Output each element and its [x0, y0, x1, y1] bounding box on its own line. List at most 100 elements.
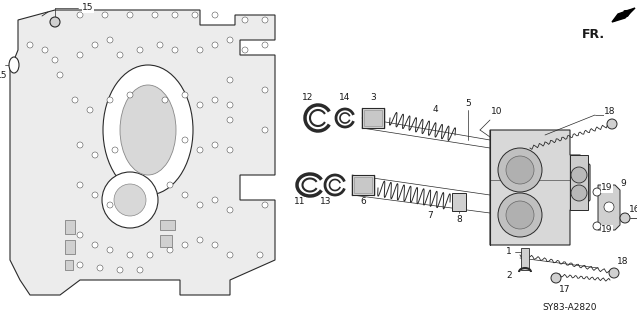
Circle shape [147, 252, 153, 258]
Circle shape [242, 17, 248, 23]
Ellipse shape [103, 65, 193, 195]
Circle shape [137, 47, 143, 53]
Text: 2: 2 [506, 270, 512, 279]
Circle shape [72, 97, 78, 103]
Circle shape [262, 127, 268, 133]
Circle shape [167, 247, 173, 253]
Circle shape [571, 185, 587, 201]
Circle shape [607, 119, 617, 129]
Circle shape [50, 17, 60, 27]
Circle shape [262, 202, 268, 208]
Circle shape [197, 237, 203, 243]
Circle shape [257, 252, 263, 258]
Circle shape [97, 265, 103, 271]
Circle shape [227, 207, 233, 213]
Circle shape [57, 72, 63, 78]
Circle shape [102, 172, 158, 228]
Circle shape [87, 107, 93, 113]
Ellipse shape [9, 57, 19, 73]
Circle shape [77, 52, 83, 58]
Circle shape [77, 182, 83, 188]
Circle shape [107, 37, 113, 43]
Circle shape [262, 87, 268, 93]
Bar [354, 177, 372, 193]
Circle shape [227, 77, 233, 83]
Circle shape [620, 213, 630, 223]
Text: 17: 17 [559, 285, 571, 294]
Text: FR.: FR. [582, 28, 605, 41]
Circle shape [197, 47, 203, 53]
Text: 15: 15 [82, 4, 94, 12]
Circle shape [212, 142, 218, 148]
Circle shape [157, 42, 163, 48]
Circle shape [107, 97, 113, 103]
Circle shape [212, 197, 218, 203]
Circle shape [593, 222, 601, 230]
Circle shape [162, 97, 168, 103]
Circle shape [92, 42, 98, 48]
Circle shape [51, 18, 59, 26]
Text: 16: 16 [629, 205, 637, 214]
Circle shape [77, 142, 83, 148]
Circle shape [92, 242, 98, 248]
Text: 12: 12 [303, 93, 313, 102]
Circle shape [498, 148, 542, 192]
Circle shape [593, 188, 601, 196]
Circle shape [506, 156, 534, 184]
Bar [352, 175, 374, 195]
Text: 1: 1 [506, 247, 512, 257]
Polygon shape [490, 130, 590, 245]
Text: 19: 19 [601, 183, 613, 193]
Circle shape [242, 47, 248, 53]
Circle shape [551, 273, 561, 283]
Text: 15: 15 [0, 70, 8, 79]
Circle shape [227, 252, 233, 258]
Text: 6: 6 [360, 197, 366, 206]
Ellipse shape [120, 85, 176, 175]
Text: 10: 10 [491, 108, 503, 116]
Bar [364, 110, 382, 126]
Circle shape [227, 117, 233, 123]
Circle shape [227, 147, 233, 153]
Circle shape [506, 201, 534, 229]
Circle shape [571, 167, 587, 183]
Bar [160, 235, 172, 247]
Circle shape [262, 42, 268, 48]
Text: 7: 7 [427, 211, 433, 220]
Text: 14: 14 [340, 93, 351, 102]
Circle shape [197, 202, 203, 208]
Circle shape [212, 42, 218, 48]
Circle shape [137, 267, 143, 273]
Circle shape [212, 12, 218, 18]
Circle shape [172, 47, 178, 53]
Circle shape [92, 192, 98, 198]
Circle shape [77, 232, 83, 238]
Circle shape [212, 242, 218, 248]
Circle shape [92, 152, 98, 158]
Bar [570, 155, 588, 210]
Circle shape [197, 147, 203, 153]
Circle shape [107, 247, 113, 253]
Bar [160, 220, 175, 230]
Circle shape [52, 57, 58, 63]
Circle shape [227, 102, 233, 108]
Text: 4: 4 [432, 106, 438, 115]
Circle shape [609, 268, 619, 278]
Text: SY83-A2820: SY83-A2820 [543, 303, 598, 312]
Circle shape [182, 92, 188, 98]
Circle shape [167, 182, 173, 188]
Circle shape [77, 262, 83, 268]
Bar [452, 193, 466, 211]
Polygon shape [598, 185, 620, 230]
Circle shape [182, 242, 188, 248]
Circle shape [127, 12, 133, 18]
Text: 18: 18 [605, 108, 616, 116]
Bar [65, 260, 73, 270]
Circle shape [604, 202, 614, 212]
Bar [521, 248, 529, 270]
Circle shape [117, 267, 123, 273]
Circle shape [227, 37, 233, 43]
Circle shape [42, 47, 48, 53]
Circle shape [77, 12, 83, 18]
Circle shape [102, 12, 108, 18]
